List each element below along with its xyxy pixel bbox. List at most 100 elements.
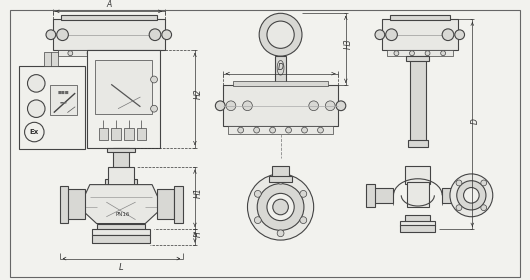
- Bar: [400, 221, 435, 227]
- Bar: [109, 185, 132, 194]
- Bar: [96, 223, 145, 231]
- Bar: [390, 15, 450, 20]
- Text: H2: H2: [193, 88, 202, 99]
- Circle shape: [273, 199, 288, 215]
- Text: ■■■: ■■■: [58, 91, 69, 95]
- Circle shape: [386, 29, 398, 41]
- Bar: [269, 176, 292, 182]
- Text: D: D: [278, 63, 284, 72]
- Circle shape: [215, 101, 225, 111]
- Bar: [44, 52, 58, 66]
- Bar: [95, 60, 152, 114]
- Circle shape: [248, 174, 314, 240]
- Text: D: D: [471, 118, 480, 124]
- Circle shape: [442, 29, 454, 41]
- Bar: [228, 126, 333, 134]
- Polygon shape: [84, 185, 158, 223]
- Bar: [442, 188, 462, 203]
- Circle shape: [456, 180, 462, 186]
- Bar: [58, 50, 160, 56]
- Circle shape: [145, 51, 149, 56]
- Bar: [382, 19, 458, 50]
- Circle shape: [394, 51, 399, 56]
- Bar: [374, 188, 393, 203]
- Bar: [275, 56, 286, 85]
- Circle shape: [24, 122, 44, 142]
- Circle shape: [481, 180, 487, 186]
- Bar: [387, 50, 453, 56]
- Circle shape: [270, 127, 276, 133]
- Circle shape: [257, 184, 304, 230]
- Bar: [92, 229, 150, 235]
- Circle shape: [309, 101, 319, 111]
- Bar: [408, 140, 428, 147]
- Circle shape: [450, 174, 493, 217]
- Bar: [103, 192, 138, 198]
- Circle shape: [317, 127, 323, 133]
- Circle shape: [325, 101, 335, 111]
- Circle shape: [68, 51, 73, 56]
- Circle shape: [464, 188, 479, 203]
- Bar: [99, 128, 108, 140]
- Bar: [108, 167, 134, 185]
- Circle shape: [28, 75, 45, 92]
- Bar: [174, 186, 183, 223]
- Circle shape: [457, 181, 486, 210]
- Bar: [366, 184, 375, 207]
- Text: H: H: [193, 232, 202, 237]
- Circle shape: [126, 51, 130, 56]
- Circle shape: [336, 101, 346, 111]
- Bar: [53, 19, 165, 50]
- Circle shape: [254, 127, 260, 133]
- Bar: [405, 166, 430, 184]
- Circle shape: [277, 177, 284, 184]
- Circle shape: [107, 51, 111, 56]
- Circle shape: [254, 217, 261, 223]
- Bar: [410, 56, 426, 144]
- Circle shape: [440, 51, 446, 56]
- Bar: [223, 85, 338, 126]
- Circle shape: [87, 51, 92, 56]
- Circle shape: [300, 190, 307, 197]
- Circle shape: [57, 29, 68, 41]
- Text: L: L: [119, 263, 123, 272]
- Circle shape: [302, 127, 307, 133]
- Circle shape: [226, 101, 236, 111]
- Text: A: A: [106, 0, 111, 10]
- Circle shape: [28, 100, 45, 117]
- Circle shape: [238, 127, 244, 133]
- Bar: [406, 56, 429, 61]
- Bar: [87, 50, 160, 148]
- Circle shape: [149, 29, 161, 41]
- Bar: [60, 15, 157, 20]
- Bar: [272, 166, 289, 178]
- Bar: [113, 148, 129, 185]
- Circle shape: [375, 30, 385, 39]
- Circle shape: [286, 127, 292, 133]
- Circle shape: [259, 13, 302, 56]
- Circle shape: [267, 193, 294, 221]
- Circle shape: [277, 230, 284, 237]
- Bar: [105, 179, 137, 186]
- Circle shape: [243, 101, 252, 111]
- Bar: [50, 85, 77, 115]
- Bar: [67, 190, 85, 219]
- Bar: [92, 235, 150, 243]
- Bar: [400, 225, 435, 232]
- Text: H1: H1: [193, 188, 202, 198]
- Bar: [111, 128, 121, 140]
- Circle shape: [456, 205, 462, 211]
- Bar: [233, 81, 328, 86]
- Circle shape: [151, 105, 157, 112]
- Circle shape: [267, 21, 294, 48]
- Circle shape: [481, 205, 487, 211]
- Circle shape: [46, 30, 56, 39]
- Text: PN16: PN16: [116, 212, 130, 217]
- Circle shape: [410, 51, 414, 56]
- Circle shape: [151, 76, 157, 83]
- Bar: [59, 186, 68, 223]
- Circle shape: [254, 190, 261, 197]
- Text: ▬▬: ▬▬: [60, 101, 67, 105]
- Text: H3: H3: [344, 39, 353, 49]
- Circle shape: [425, 51, 430, 56]
